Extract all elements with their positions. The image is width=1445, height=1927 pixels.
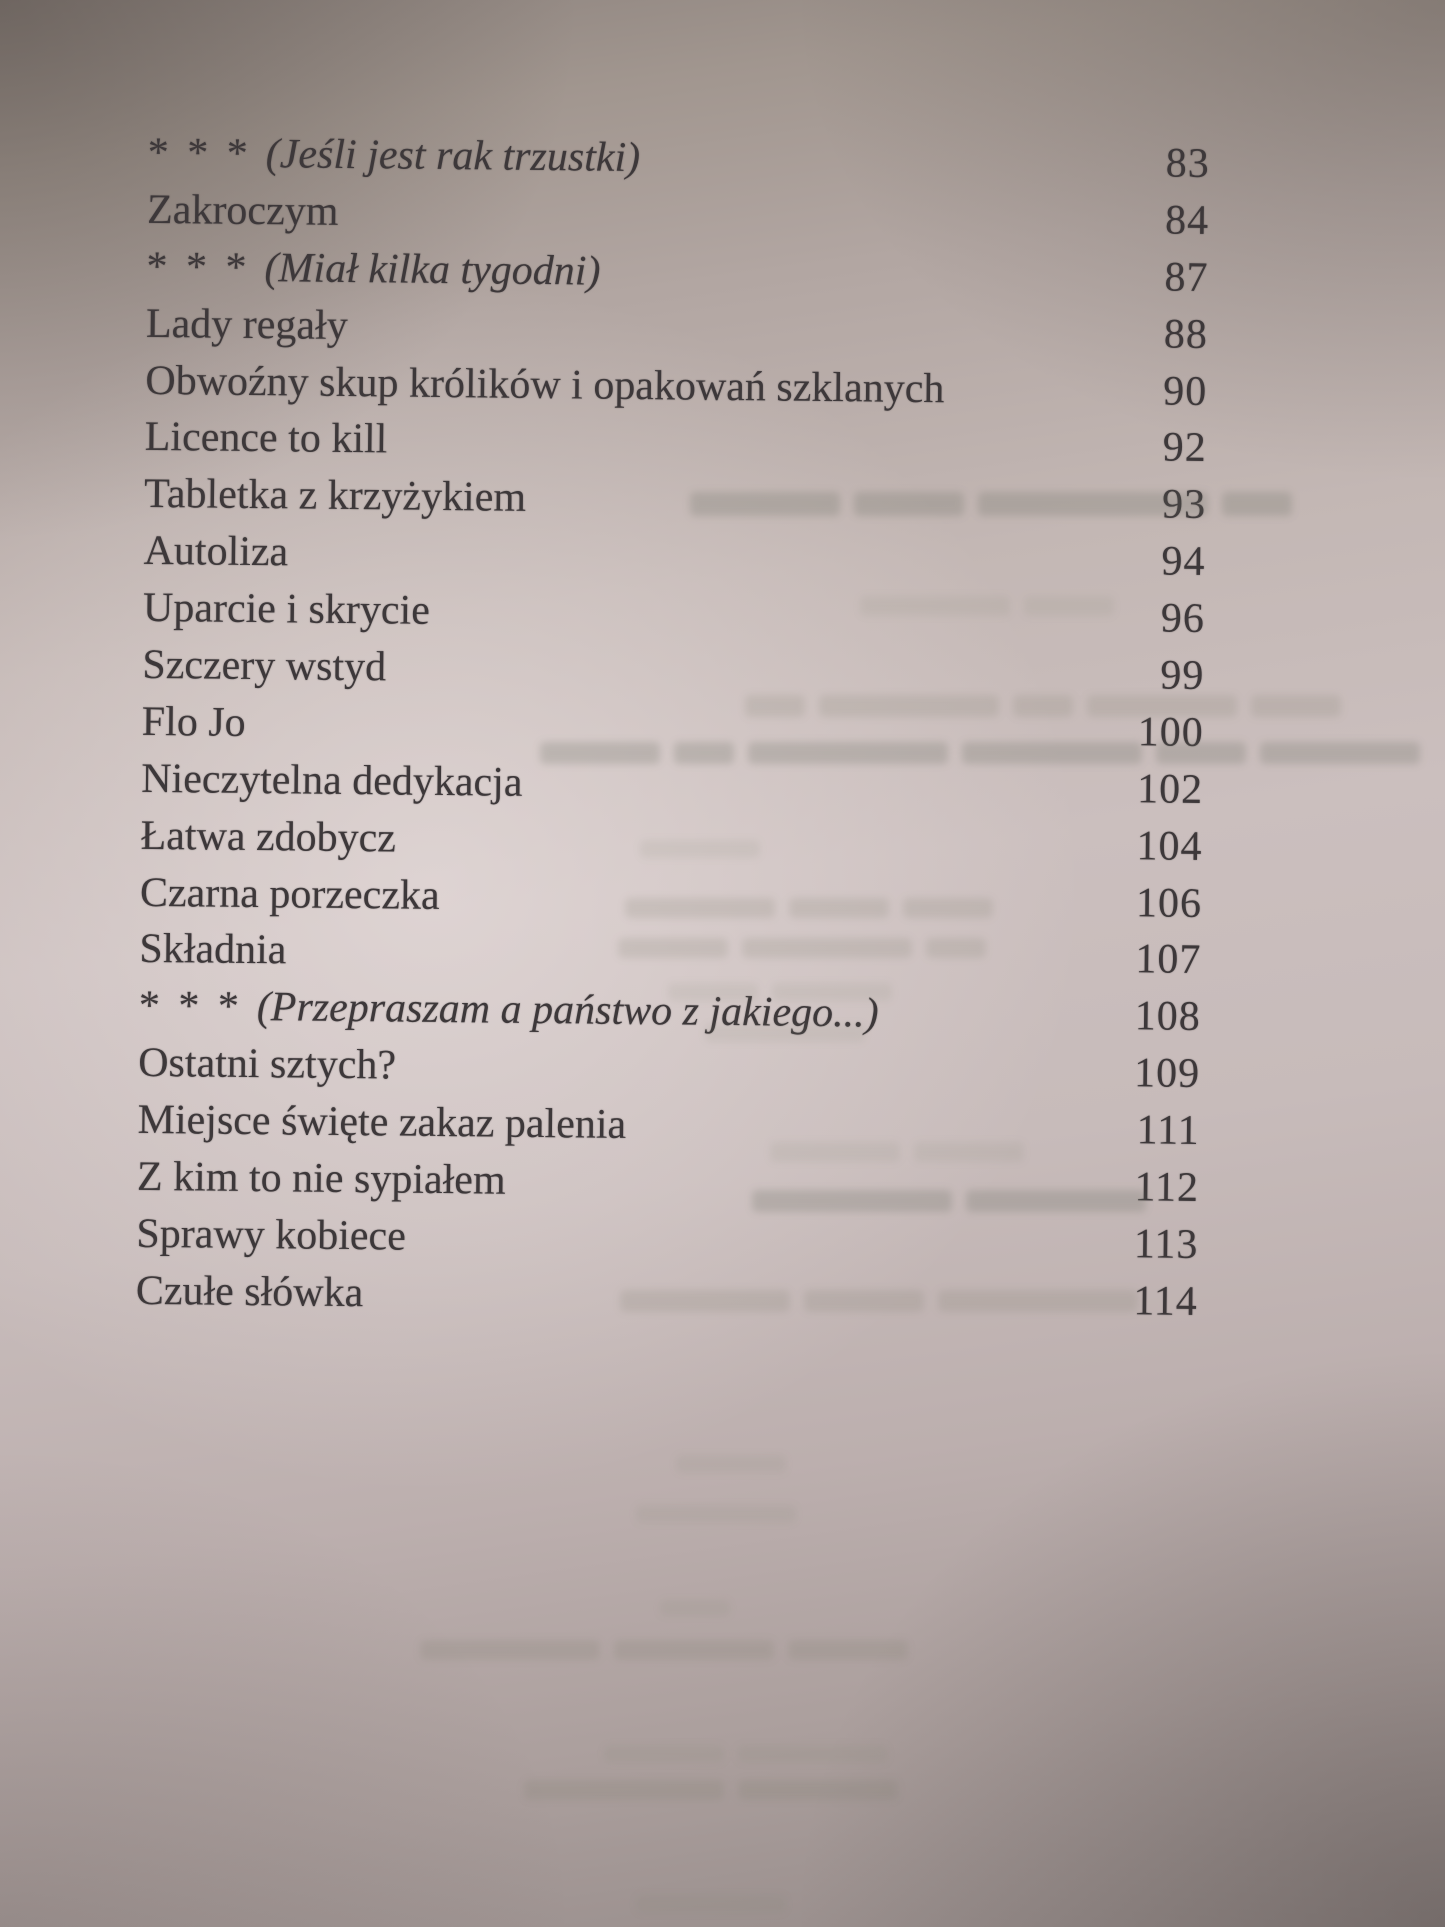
toc-entry-title: Czułe słówka [135,1267,364,1317]
toc-entry-title: Szczery wstyd [142,641,387,691]
bleedthrough-line [524,1780,898,1800]
toc-entry-page-number: 96 [1160,595,1206,643]
bleedthrough-line [620,1290,1138,1312]
bleedthrough-line [668,983,892,1001]
toc-entry-title: Nieczytelna dedykacja [140,755,523,806]
toc-entry-page-number: 90 [1163,368,1208,415]
bleedthrough-line [640,840,760,858]
toc-entry-page-number: 111 [1136,1107,1200,1155]
bleedthrough-line [604,1745,888,1763]
toc-entry-title: * * * (Miał kilka tygodni) [146,243,601,295]
toc-entry-title: Autoliza [143,528,289,576]
bleedthrough-line [770,1142,1024,1162]
bleedthrough-line [625,898,993,918]
toc-entry-title: Flo Jo [141,698,246,746]
asterisks: * * * [146,243,251,291]
toc-entry-title: Uparcie i skrycie [142,584,431,634]
toc-entry-title: * * * (Jeśli jest rak trzustki) [147,129,641,182]
toc-entry-title: Zakroczym [146,186,339,235]
bleedthrough-line [676,1455,786,1473]
toc-entry-page-number: 84 [1164,197,1210,244]
bleedthrough-line [618,938,986,958]
toc-entry-page-number: 87 [1164,254,1209,301]
bleedthrough-line [636,1505,796,1523]
toc-entry-page-number: 107 [1135,936,1202,984]
table-of-contents: * * * (Jeśli jest rak trzustki) 83 Zakroc… [136,125,1210,1331]
toc-entry-page-number: 88 [1163,311,1209,358]
asterisks: * * * [138,983,244,1031]
bleedthrough-line [860,596,1114,616]
toc-entry-title: Licence to kill [144,414,388,463]
toc-entry-page-number: 94 [1161,538,1206,586]
toc-entry-page-number: 83 [1165,140,1210,187]
toc-entry-page-number: 109 [1133,1050,1201,1098]
toc-entry-page-number: 92 [1162,424,1207,472]
bleedthrough-line [705,1024,865,1042]
toc-entry-page-number: 108 [1134,993,1202,1041]
asterisks: * * * [147,129,253,177]
toc-entry-page-number: 102 [1136,766,1204,813]
bleedthrough-line [745,695,1341,717]
bleedthrough-line [690,492,1292,516]
toc-entry-title: Tabletka z krzyżykiem [143,471,527,522]
toc-entry-title: Miejsce święte zakaz palenia [137,1096,627,1149]
bleedthrough-line [420,1640,908,1660]
toc-entry-title: Sprawy kobiece [136,1210,407,1260]
toc-entry-page-number: 114 [1133,1278,1199,1325]
toc-entry-title: Lady regały [145,300,348,349]
bleedthrough-line [752,1190,1146,1212]
bleedthrough-line [540,742,1420,764]
toc-entry-page-number: 104 [1136,822,1203,870]
bleedthrough-line [636,1895,786,1913]
toc-entry-title: Ostatni sztych? [137,1040,397,1089]
toc-entry-title: Czarna porzeczka [139,869,440,919]
toc-entry-title: Składnia [139,926,287,974]
toc-entry-title: Łatwa zdobycz [140,812,397,862]
toc-entry-page-number: 106 [1135,879,1203,927]
toc-entry-page-number: 113 [1133,1221,1199,1268]
bleedthrough-line [660,1600,730,1616]
toc-entry-title: Z kim to nie sypiałem [136,1153,506,1204]
toc-entry-title: Obwoźny skup królików i opakowań szklany… [145,357,945,412]
